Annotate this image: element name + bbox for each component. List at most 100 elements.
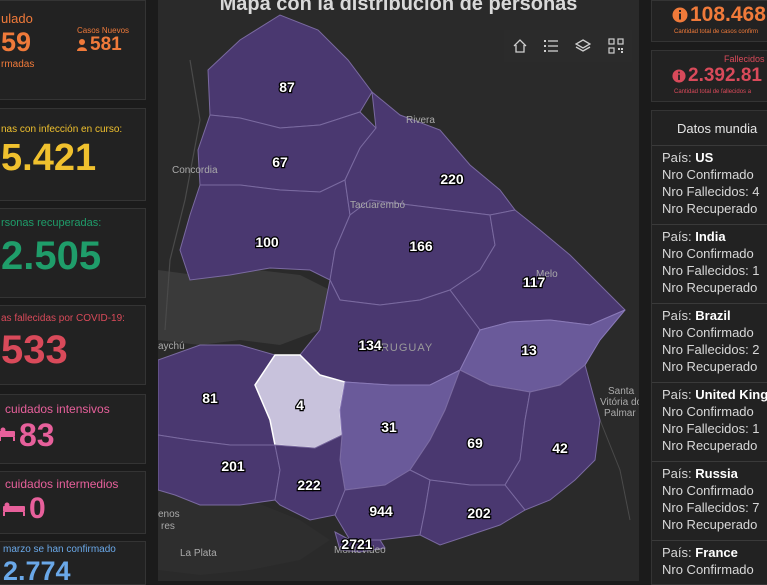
label-lavalleja: 69 bbox=[467, 435, 483, 451]
place-melo: Melo bbox=[536, 269, 558, 280]
dept-paysandu[interactable] bbox=[179, 179, 351, 281]
divider bbox=[652, 382, 767, 383]
intensivos-panel: cuidados intensivos 83 bbox=[0, 394, 146, 464]
confirmados-row: Nro Confirmado bbox=[662, 167, 754, 182]
place-la-plata: La Plata bbox=[180, 548, 217, 559]
recuperadas-panel: rsonas recuperadas: 2.505 bbox=[0, 208, 146, 298]
home-icon[interactable] bbox=[508, 33, 532, 59]
label-artigas: 87 bbox=[279, 79, 295, 95]
recuperados-row: Nro Recuperado bbox=[662, 438, 758, 453]
label-treinta-y-tres: 13 bbox=[521, 342, 537, 358]
recuperadas-value: 2.505 bbox=[1, 234, 102, 278]
fallecidos-panel: Fallecidos 2.392.81 Cantidad total de fa… bbox=[651, 50, 767, 102]
fallecidos-row: Nro Fallecidos: 2 bbox=[662, 342, 760, 357]
acumulado-panel: ulado 59 rmadas Casos Nuevos 581 bbox=[0, 0, 146, 100]
label-florida: 31 bbox=[381, 419, 397, 435]
label-montevideo: 2721 bbox=[341, 536, 372, 552]
place-buenos-aires: enos bbox=[158, 509, 180, 520]
country-name: United King bbox=[695, 387, 767, 402]
country-item[interactable]: País: India Nro Confirmado Nro Fallecido… bbox=[652, 225, 767, 304]
confirmados-row: Nro Confirmado bbox=[662, 246, 754, 261]
bed-icon bbox=[3, 502, 25, 521]
en-curso-value: 5.421 bbox=[1, 137, 97, 179]
country-item[interactable]: País: United King Nro Confirmado Nro Fal… bbox=[652, 383, 767, 462]
country-name: France bbox=[695, 545, 738, 560]
fallecidos-row: Nro Fallecidos: 1 bbox=[662, 421, 760, 436]
dept-colonia[interactable] bbox=[158, 434, 281, 506]
place-buenos-aires-2: res bbox=[161, 521, 175, 532]
label-tacuarembo: 166 bbox=[409, 238, 433, 254]
map-panel[interactable]: Rivera Concordia Tacuarembó Melo URUGUAY… bbox=[158, 0, 639, 581]
layers-icon[interactable] bbox=[571, 33, 595, 59]
divider bbox=[652, 540, 767, 541]
confirmados-panel: 108.468 Cantidad total de casos confirm bbox=[651, 0, 767, 42]
recuperados-row: Nro Recuperado bbox=[662, 280, 758, 295]
title-divider bbox=[652, 145, 767, 146]
pais-label: País: bbox=[662, 387, 692, 402]
confirmados-row: Nro Confirmado bbox=[662, 483, 754, 498]
confirmados-row: Nro Confirmado bbox=[662, 325, 754, 340]
intermedios-panel: cuidados intermedios 0 bbox=[0, 471, 146, 534]
map-title: Mapa con la distribución de personas bbox=[219, 0, 578, 15]
pais-label: País: bbox=[662, 466, 692, 481]
country-item[interactable]: País: US Nro Confirmado Nro Fallecidos: … bbox=[652, 146, 767, 225]
pais-label: País: bbox=[662, 229, 692, 244]
country-item[interactable]: País: Russia Nro Confirmado Nro Fallecid… bbox=[652, 462, 767, 541]
recuperados-row: Nro Recuperado bbox=[662, 517, 758, 532]
country-name: India bbox=[695, 229, 726, 244]
country-name: Russia bbox=[695, 466, 738, 481]
place-labels: Rivera Concordia Tacuarembó Melo URUGUAY… bbox=[158, 115, 639, 559]
fallecidas-panel: as fallecidas por COVID-19: 533 bbox=[0, 305, 146, 385]
datos-mundiales-panel[interactable]: Datos mundia País: US Nro Confirmado Nro… bbox=[651, 110, 767, 585]
place-santa-3: Palmar bbox=[604, 408, 636, 419]
marzo-value: 2.774 bbox=[3, 556, 71, 585]
divider bbox=[652, 461, 767, 462]
dept-maldonado[interactable] bbox=[419, 479, 526, 546]
intensivos-value: 83 bbox=[19, 417, 55, 453]
country-item[interactable]: País: Brazil Nro Confirmado Nro Fallecid… bbox=[652, 304, 767, 383]
en-curso-panel: nas con infección en curso: 5.421 bbox=[0, 108, 146, 201]
uruguay-map[interactable]: Rivera Concordia Tacuarembó Melo URUGUAY… bbox=[158, 0, 639, 581]
country-name: US bbox=[695, 150, 714, 165]
departments[interactable] bbox=[158, 14, 626, 553]
confirmados-row: Nro Confirmado bbox=[662, 404, 754, 419]
recuperadas-label: rsonas recuperadas: bbox=[1, 217, 102, 229]
divider bbox=[652, 224, 767, 225]
qr-grid-icon[interactable] bbox=[604, 33, 628, 59]
label-colonia: 201 bbox=[221, 458, 245, 474]
bed-icon bbox=[0, 427, 15, 446]
dept-rocha[interactable] bbox=[504, 364, 601, 511]
intermedios-label: cuidados intermedios bbox=[5, 477, 119, 491]
label-maldonado: 202 bbox=[467, 505, 491, 521]
info-icon bbox=[672, 7, 688, 28]
label-rivera: 220 bbox=[440, 171, 464, 187]
info-icon bbox=[672, 69, 686, 88]
label-cerro-largo: 117 bbox=[523, 274, 546, 290]
confirmados-row: Nro Confirmado bbox=[662, 562, 754, 577]
place-gualeguaychu: aychú bbox=[158, 341, 185, 352]
label-soriano: 81 bbox=[202, 390, 218, 406]
fallecidos-row: Nro Fallecidos: 7 bbox=[662, 500, 760, 515]
recuperados-row: Nro Recuperado bbox=[662, 359, 758, 374]
marzo-label: marzo se han confirmado bbox=[3, 544, 116, 555]
country-item[interactable]: País: France Nro Confirmado bbox=[652, 541, 767, 584]
intermedios-value: 0 bbox=[29, 492, 46, 525]
place-montevideo: Montevideo bbox=[334, 545, 386, 556]
label-san-jose: 222 bbox=[297, 477, 321, 493]
fallecidos-sub: Cantidad total de fallecidos a bbox=[674, 89, 752, 95]
place-santa: Santa bbox=[608, 386, 635, 397]
fallecidos-value: 2.392.81 bbox=[688, 65, 762, 86]
en-curso-label: nas con infección en curso: bbox=[1, 124, 123, 135]
dept-value-labels: 87 67 100 220 166 117 134 13 81 4 31 69 … bbox=[201, 78, 569, 554]
confirmados-sub: Cantidad total de casos confirm bbox=[674, 29, 759, 35]
dept-montevideo[interactable] bbox=[334, 531, 386, 553]
country-name: Brazil bbox=[695, 308, 731, 323]
place-tacuarembo: Tacuarembó bbox=[350, 200, 405, 211]
datos-mundiales-title: Datos mundia bbox=[677, 121, 758, 136]
place-concordia: Concordia bbox=[172, 165, 218, 176]
list-icon[interactable] bbox=[539, 33, 563, 59]
divider bbox=[652, 303, 767, 304]
acumulado-value: 59 bbox=[1, 27, 32, 57]
marzo-panel: marzo se han confirmado 2.774 bbox=[0, 541, 146, 585]
fallecidas-label: as fallecidas por COVID-19: bbox=[1, 313, 125, 324]
